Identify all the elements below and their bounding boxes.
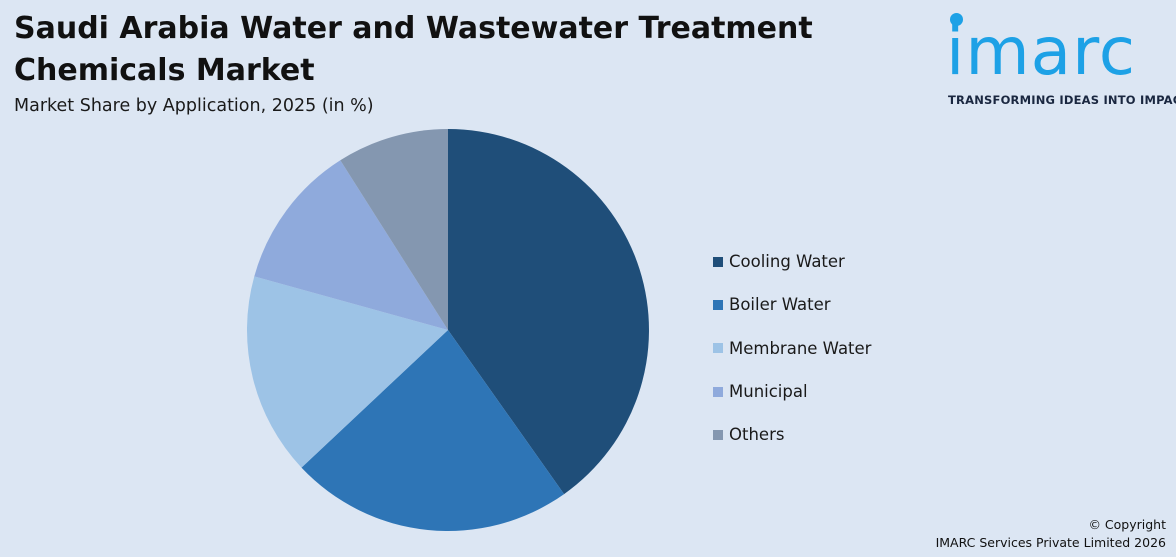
legend-swatch — [713, 256, 723, 267]
legend-swatch — [713, 386, 723, 397]
pie-slice-cooling-water — [448, 129, 649, 495]
chart-legend: Cooling Water Boiler Water Membrane Water M… — [713, 240, 871, 456]
legend-swatch — [713, 429, 723, 440]
legend-swatch — [713, 299, 723, 310]
chart-subtitle: Market Share by Application, 2025 (in %) — [14, 96, 374, 116]
chart-title: Saudi Arabia Water and Wastewater Treatm… — [14, 11, 813, 88]
legend-label: Boiler Water — [729, 295, 831, 315]
legend-item-boiler-water: Boiler Water — [713, 283, 871, 326]
legend-label: Cooling Water — [729, 252, 845, 272]
logo-wordmark: imarc — [946, 13, 1137, 90]
legend-item-cooling-water: Cooling Water — [713, 240, 871, 283]
legend-label: Membrane Water — [729, 338, 872, 358]
copyright-line-2: IMARC Services Private Limited 2026 — [935, 535, 1166, 550]
imarc-logo: imarc TRANSFORMING IDEAS INTO IMPACT — [946, 10, 1176, 110]
pie-slice-municipal — [254, 160, 448, 330]
legend-item-municipal: Municipal — [713, 370, 871, 413]
legend-label: Municipal — [729, 382, 808, 402]
pie-slice-boiler-water — [301, 330, 565, 531]
legend-item-others: Others — [713, 413, 871, 456]
copyright-line-1: © Copyright — [1088, 517, 1166, 532]
pie-slice-membrane-water — [246, 276, 448, 468]
legend-item-membrane-water: Membrane Water — [713, 327, 871, 370]
legend-label: Others — [729, 425, 785, 445]
legend-swatch — [713, 343, 723, 354]
pie-slice-others — [340, 129, 448, 330]
logo-dot-icon — [950, 13, 963, 26]
pie-slices — [246, 129, 649, 531]
logo-tagline: TRANSFORMING IDEAS INTO IMPACT — [948, 93, 1176, 107]
copyright-notice: © Copyright IMARC Services Private Limit… — [936, 516, 1166, 552]
